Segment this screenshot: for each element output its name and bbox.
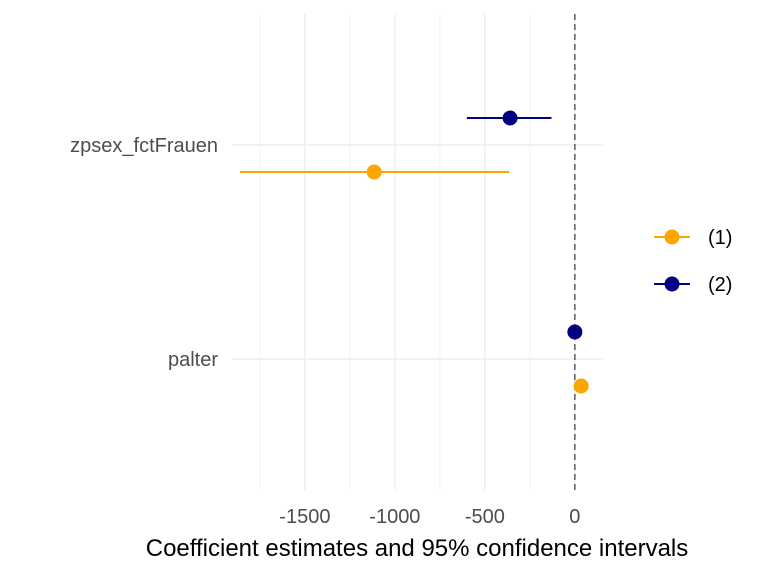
major-gridlines [232,14,604,490]
x-axis-title: Coefficient estimates and 95% confidence… [146,535,689,562]
x-axis-labels: -1500 -1000 -500 0 [279,506,580,528]
y-tick-label-zpsex_fctFrauen: zpsex_fctFrauen [70,135,218,157]
legend-label-2: (2) [708,274,732,296]
x-tick-label-3: 0 [569,506,580,528]
estimate-point-series1-palter [573,378,589,394]
estimate-point-series2-palter [567,324,583,340]
y-tick-label-palter: palter [168,349,218,371]
estimate-point-series1-zpsex_fctFrauen [366,164,382,180]
legend-key-point-2 [664,276,680,292]
legend-label-1: (1) [708,227,732,249]
legend: (1) (2) [654,227,732,296]
estimate-marks [240,110,589,394]
estimate-point-series2-zpsex_fctFrauen [502,110,518,126]
minor-gridlines [259,14,531,490]
x-tick-label-1: -1000 [369,506,420,528]
x-tick-label-2: -500 [465,506,505,528]
legend-key-point-1 [664,229,680,245]
x-tick-label-0: -1500 [279,506,330,528]
